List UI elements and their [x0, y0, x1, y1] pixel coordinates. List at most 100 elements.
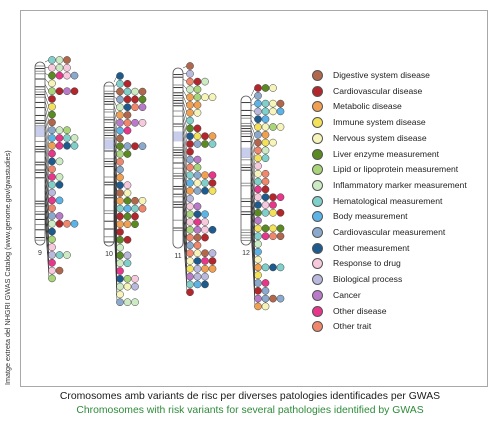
snp-dot — [48, 196, 56, 205]
snp-dot — [123, 274, 132, 283]
legend-swatch — [312, 148, 323, 160]
snp-dot — [269, 201, 277, 209]
snp-connector — [182, 95, 188, 106]
snp-dot — [116, 118, 124, 127]
snp-dot — [116, 251, 124, 260]
snp-dot — [201, 225, 209, 234]
snp-dot — [116, 196, 124, 205]
snp-connector — [250, 177, 256, 221]
snp-dot — [201, 93, 209, 102]
snp-dot — [55, 63, 64, 72]
snp-dot — [123, 111, 132, 119]
snp-dot — [116, 157, 124, 166]
centromere — [35, 126, 45, 137]
snp-dot — [116, 235, 124, 244]
snp-dot — [116, 274, 124, 283]
snp-dot — [131, 142, 139, 151]
snp-dot — [48, 227, 56, 236]
snp-connector — [182, 150, 188, 184]
snp-dot — [116, 95, 124, 104]
snp-dot — [123, 103, 132, 112]
snp-dot — [193, 124, 202, 133]
snp-dot — [254, 99, 262, 108]
snp-dot — [186, 132, 194, 141]
legend-swatch — [312, 164, 323, 176]
snp-connector — [250, 216, 256, 284]
legend-swatch — [312, 274, 323, 286]
snp-dot — [63, 87, 71, 96]
snp-dot — [186, 116, 194, 125]
snp-dot — [261, 224, 270, 233]
snp-connector — [182, 228, 188, 293]
snp-dot — [138, 103, 147, 112]
snp-dot — [269, 263, 277, 272]
snp-dot — [48, 149, 56, 158]
snp-dot — [254, 263, 262, 272]
legend-label: Inflammatory marker measurement — [333, 179, 467, 190]
snp-dot — [123, 142, 132, 151]
centromere — [241, 147, 251, 158]
snp-dot — [123, 150, 132, 158]
snp-connector — [250, 148, 256, 174]
snp-dot — [48, 110, 56, 119]
snp-dot — [48, 95, 56, 103]
legend-label: Biological process — [333, 274, 403, 285]
snp-dot — [138, 95, 147, 104]
snp-dot — [269, 138, 277, 147]
snp-connector — [250, 220, 256, 291]
snp-dot — [116, 189, 124, 197]
snp-dot — [193, 202, 202, 211]
snp-dot — [254, 193, 262, 202]
snp-connector — [182, 167, 188, 207]
snp-dot — [131, 298, 139, 307]
legend-swatch — [312, 258, 323, 270]
snp-dot — [208, 171, 217, 180]
snp-connector — [44, 173, 50, 217]
snp-dot — [261, 294, 270, 303]
snp-dot — [201, 264, 209, 273]
snp-dot — [55, 56, 64, 64]
snp-dot — [276, 208, 285, 217]
snp-dot — [201, 233, 209, 242]
snp-connector — [250, 172, 256, 213]
snp-dot — [123, 189, 132, 197]
snp-dot — [254, 115, 262, 124]
snp-dot — [116, 298, 124, 307]
centromere — [104, 139, 114, 150]
snp-connector — [44, 95, 50, 107]
snp-dot — [116, 150, 124, 158]
snp-dot — [123, 181, 132, 190]
snp-dot — [261, 169, 270, 178]
snp-connector — [250, 124, 256, 135]
snp-dot — [116, 126, 124, 135]
snp-dot — [254, 177, 262, 186]
snp-dot — [208, 257, 217, 265]
snp-dot — [63, 63, 71, 72]
snp-dot — [276, 107, 285, 116]
snp-connector — [250, 139, 256, 159]
snp-dot — [123, 95, 132, 104]
snp-dot — [138, 87, 147, 96]
snp-dot — [131, 220, 139, 229]
snp-connector — [113, 172, 118, 225]
snp-dot — [186, 241, 194, 250]
snp-dot — [48, 251, 56, 259]
snp-connector — [44, 218, 50, 279]
snp-dot — [276, 123, 285, 131]
snp-dot — [261, 208, 270, 217]
snp-dot — [186, 264, 194, 273]
snp-dot — [48, 188, 56, 197]
snp-dot — [48, 212, 56, 220]
snp-connector — [182, 101, 188, 113]
snp-dot — [55, 157, 64, 166]
legend-swatch — [312, 70, 323, 81]
snp-dot — [116, 228, 124, 236]
snp-dot — [63, 219, 71, 228]
snp-dot — [116, 204, 124, 213]
snp-connector — [250, 168, 256, 206]
snp-dot — [55, 141, 64, 150]
legend-label: Other trait — [333, 321, 372, 332]
snp-connector — [44, 190, 50, 240]
snp-dot — [254, 271, 262, 280]
